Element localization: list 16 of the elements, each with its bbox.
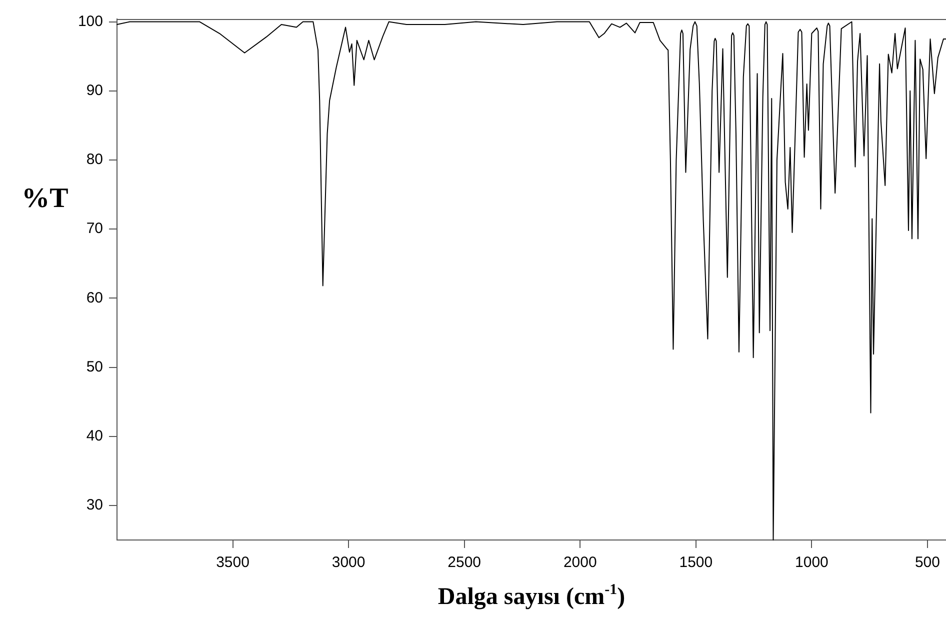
y-tick-label: 40: [86, 427, 103, 444]
x-tick-label: 500: [914, 554, 940, 572]
x-tick-label: 1000: [795, 554, 828, 572]
y-tick-label: 30: [86, 496, 103, 514]
x-tick-label: 3500: [216, 554, 250, 572]
y-tick-label: 70: [86, 220, 103, 238]
y-axis-title: %T: [22, 183, 69, 214]
x-tick-label: 2000: [563, 554, 597, 572]
y-tick-label: 60: [86, 289, 103, 306]
y-tick-label: 50: [86, 358, 103, 376]
y-tick-label: 100: [78, 12, 103, 30]
x-tick-label: 1500: [679, 554, 713, 572]
x-tick-label: 2500: [448, 554, 482, 572]
x-tick-label: 3000: [332, 554, 366, 572]
y-tick-label: 90: [86, 82, 103, 100]
y-tick-label: 80: [86, 151, 103, 168]
